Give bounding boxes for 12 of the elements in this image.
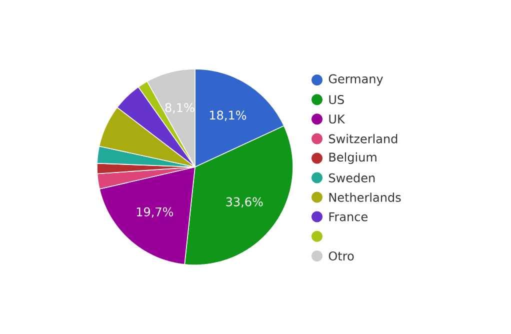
legend-label: Germany [328,74,384,86]
legend-label: Otro [328,251,354,261]
legend-label: Sweden [328,173,375,182]
legend-label: Belgium [329,152,376,164]
legend-label: Netherlands [329,192,401,202]
legend-label: UK [329,114,346,124]
legend-label: Switzerland [328,134,398,144]
data-label: 33,6% [226,197,263,208]
data-label: 19,7% [136,207,174,218]
legend-label: US [329,95,344,104]
legend-label: France [329,212,368,222]
data-label: 18,1% [210,110,246,121]
